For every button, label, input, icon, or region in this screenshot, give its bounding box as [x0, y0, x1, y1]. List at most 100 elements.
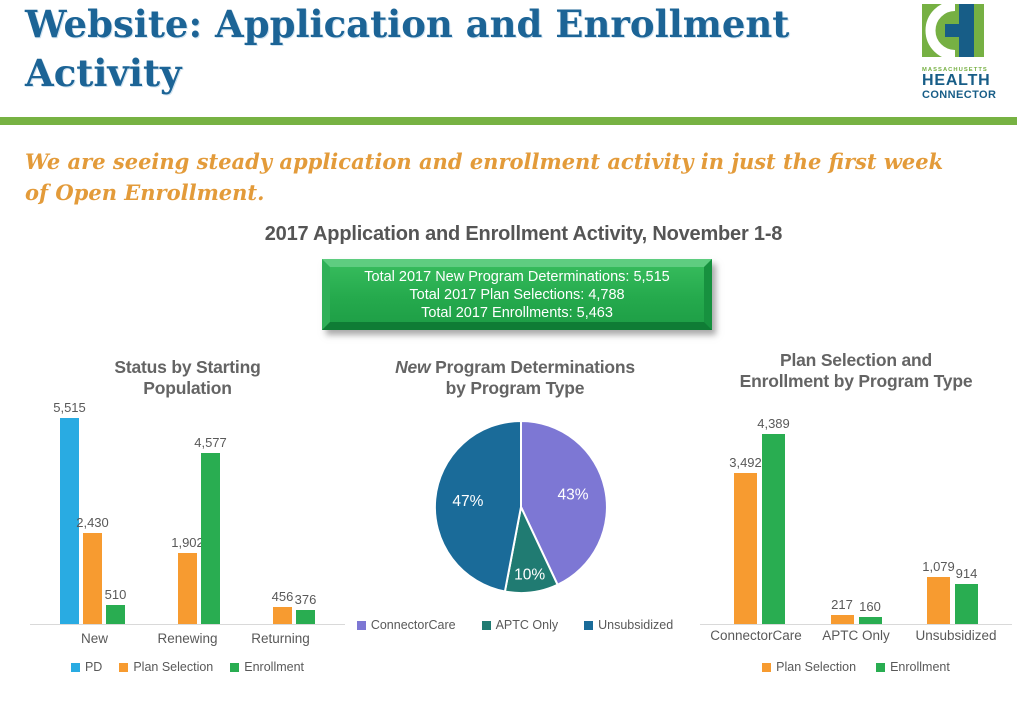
legend-item-pd: PD [70, 660, 103, 674]
pie-label-unsubsidized: 47% [452, 493, 483, 510]
bar-enrollment-aptc-only [858, 617, 882, 624]
chart2-title-line1-rest: Program Determinations [430, 357, 635, 377]
legend-item-aptc-only: APTC Only [481, 618, 559, 632]
bar-slot-plan-selection-unsubsidized: 1,079 [922, 559, 955, 624]
legend-label: Unsubsidized [598, 618, 674, 632]
chart3-category-axis: ConnectorCare APTC Only Unsubsidized [700, 628, 1012, 643]
legend-swatch-icon [876, 662, 886, 672]
bar-group-aptc-only: 217 160 [830, 597, 882, 624]
chart2-title: New Program Determinations by Program Ty… [355, 357, 675, 399]
bar-plan-selection-new [83, 533, 102, 624]
legend-item-connectorcare: ConnectorCare [356, 618, 456, 632]
category-label-unsubsidized: Unsubsidized [915, 628, 997, 643]
legend-swatch-icon [230, 662, 240, 672]
chart1-plot-area: 5,515 2,430 510 1,902 4,577 456 376 [30, 397, 345, 625]
legend-label: Enrollment [244, 660, 305, 674]
bar-value-enrollment-new: 510 [104, 587, 127, 602]
bar-slot-plan-selection-renewing: 1,902 [171, 535, 204, 624]
bar-enrollment-new [106, 605, 125, 624]
bar-value-enrollment-returning: 376 [294, 592, 317, 607]
bar-value-enrollment-unsubsidized: 914 [955, 566, 978, 581]
bar-slot-plan-selection-new: 2,430 [76, 515, 109, 624]
legend-swatch-icon [70, 662, 80, 672]
bar-slot-enrollment-connectorcare: 4,389 [757, 416, 790, 624]
page-title-line2: Activity [25, 51, 182, 95]
bar-slot-plan-selection-aptc-only: 217 [830, 597, 854, 624]
legend-item-plan-selection: Plan Selection [119, 660, 213, 674]
bar-group-returning: 456 376 [250, 589, 317, 624]
pie-label-connectorcare: 43% [557, 486, 588, 503]
legend-item-unsubsidized: Unsubsidized [584, 618, 673, 632]
bar-pd-new [60, 418, 79, 624]
bar-slot-enrollment-aptc-only: 160 [858, 599, 882, 624]
chart2-legend: ConnectorCare APTC Only Unsubsidized [355, 618, 675, 632]
chart2-title-italic-word: New [395, 357, 431, 377]
pie-slice-connectorcare [520, 420, 608, 586]
chart3-title: Plan Selection and Enrollment by Program… [700, 350, 1012, 392]
bar-slot-pd-new: 5,515 [53, 400, 86, 624]
legend-label: Plan Selection [133, 660, 214, 674]
chart1-title-line2: Population [143, 378, 232, 398]
key-message-line1: We are seeing steady application and enr… [25, 149, 944, 174]
key-message: We are seeing steady application and enr… [25, 146, 995, 208]
page-title-line1: Website: Application and Enrollment [25, 2, 790, 46]
bar-slot-enrollment-returning: 376 [294, 592, 317, 624]
total-enrollments: Total 2017 Enrollments: 5,463 [421, 304, 613, 321]
bar-slot-plan-selection-connectorcare: 3,492 [729, 455, 762, 624]
pie-label-aptc-only: 10% [514, 566, 545, 583]
bar-value-plan-selection-new: 2,430 [76, 515, 109, 530]
category-label-renewing: Renewing [157, 631, 218, 646]
pie-chart: 43% 10% 47% [433, 420, 608, 595]
legend-label: Plan Selection [776, 660, 857, 674]
legend-label: PD [84, 660, 103, 674]
logo-state-text: MASSACHUSETTS [922, 67, 988, 73]
bar-value-plan-selection-connectorcare: 3,492 [729, 455, 762, 470]
legend-swatch-icon [584, 620, 594, 630]
legend-item-enrollment: Enrollment [876, 660, 950, 674]
legend-label: APTC Only [495, 618, 559, 632]
legend-swatch-icon [481, 620, 491, 630]
total-plan-selections: Total 2017 Plan Selections: 4,788 [409, 286, 625, 303]
bar-value-plan-selection-unsubsidized: 1,079 [922, 559, 955, 574]
bar-value-pd-new: 5,515 [53, 400, 86, 415]
legend-label: ConnectorCare [370, 618, 456, 632]
chart1-legend: PD Plan Selection Enrollment [30, 660, 345, 674]
logo-health-text: HEALTH [922, 72, 991, 89]
chart-new-program-determinations: New Program Determinations by Program Ty… [355, 352, 675, 652]
category-label-new: New [80, 631, 108, 646]
chart-plan-selection-enrollment: Plan Selection and Enrollment by Program… [700, 345, 1012, 692]
page-title: Website: Application and Enrollment Acti… [25, 0, 915, 98]
category-label-returning: Returning [251, 631, 310, 646]
chart2-title-line1: New Program Determinations [355, 357, 675, 378]
bar-enrollment-renewing [201, 453, 220, 624]
section-title: 2017 Application and Enrollment Activity… [264, 223, 783, 245]
bar-value-enrollment-renewing: 4,577 [194, 435, 227, 450]
bar-group-new: 5,515 2,430 510 [53, 400, 127, 624]
bar-slot-plan-selection-returning: 456 [272, 589, 293, 624]
chart1-title-line1: Status by Starting [114, 357, 261, 377]
chart1-category-axis: New Renewing Returning [30, 631, 345, 646]
total-determinations: Total 2017 New Program Determinations: 5… [364, 268, 670, 285]
totals-callout-box: Total 2017 New Program Determinations: 5… [322, 259, 712, 330]
bar-slot-enrollment-new: 510 [104, 587, 127, 624]
chart3-title-line1: Plan Selection and [780, 350, 932, 370]
bar-value-enrollment-aptc-only: 160 [859, 599, 881, 614]
category-label-connectorcare: ConnectorCare [710, 628, 802, 643]
bar-slot-enrollment-renewing: 4,577 [194, 435, 227, 624]
chart3-plot-area: 3,492 4,389 217 160 1,079 914 [700, 413, 1012, 625]
bar-plan-selection-connectorcare [734, 473, 757, 624]
bar-plan-selection-renewing [178, 553, 197, 624]
bar-plan-selection-unsubsidized [927, 577, 950, 624]
bar-enrollment-connectorcare [762, 434, 785, 624]
chart1-title: Status by Starting Population [30, 357, 345, 399]
bar-group-connectorcare: 3,492 4,389 [729, 416, 790, 624]
bar-value-plan-selection-renewing: 1,902 [171, 535, 204, 550]
legend-swatch-icon [762, 662, 772, 672]
bar-slot-enrollment-unsubsidized: 914 [955, 566, 978, 624]
logo-connector-text: CONNECTOR [922, 89, 997, 101]
bar-plan-selection-aptc-only [830, 615, 854, 624]
green-divider [0, 117, 1017, 125]
legend-swatch-icon [356, 620, 366, 630]
bar-group-unsubsidized: 1,079 914 [922, 559, 978, 624]
